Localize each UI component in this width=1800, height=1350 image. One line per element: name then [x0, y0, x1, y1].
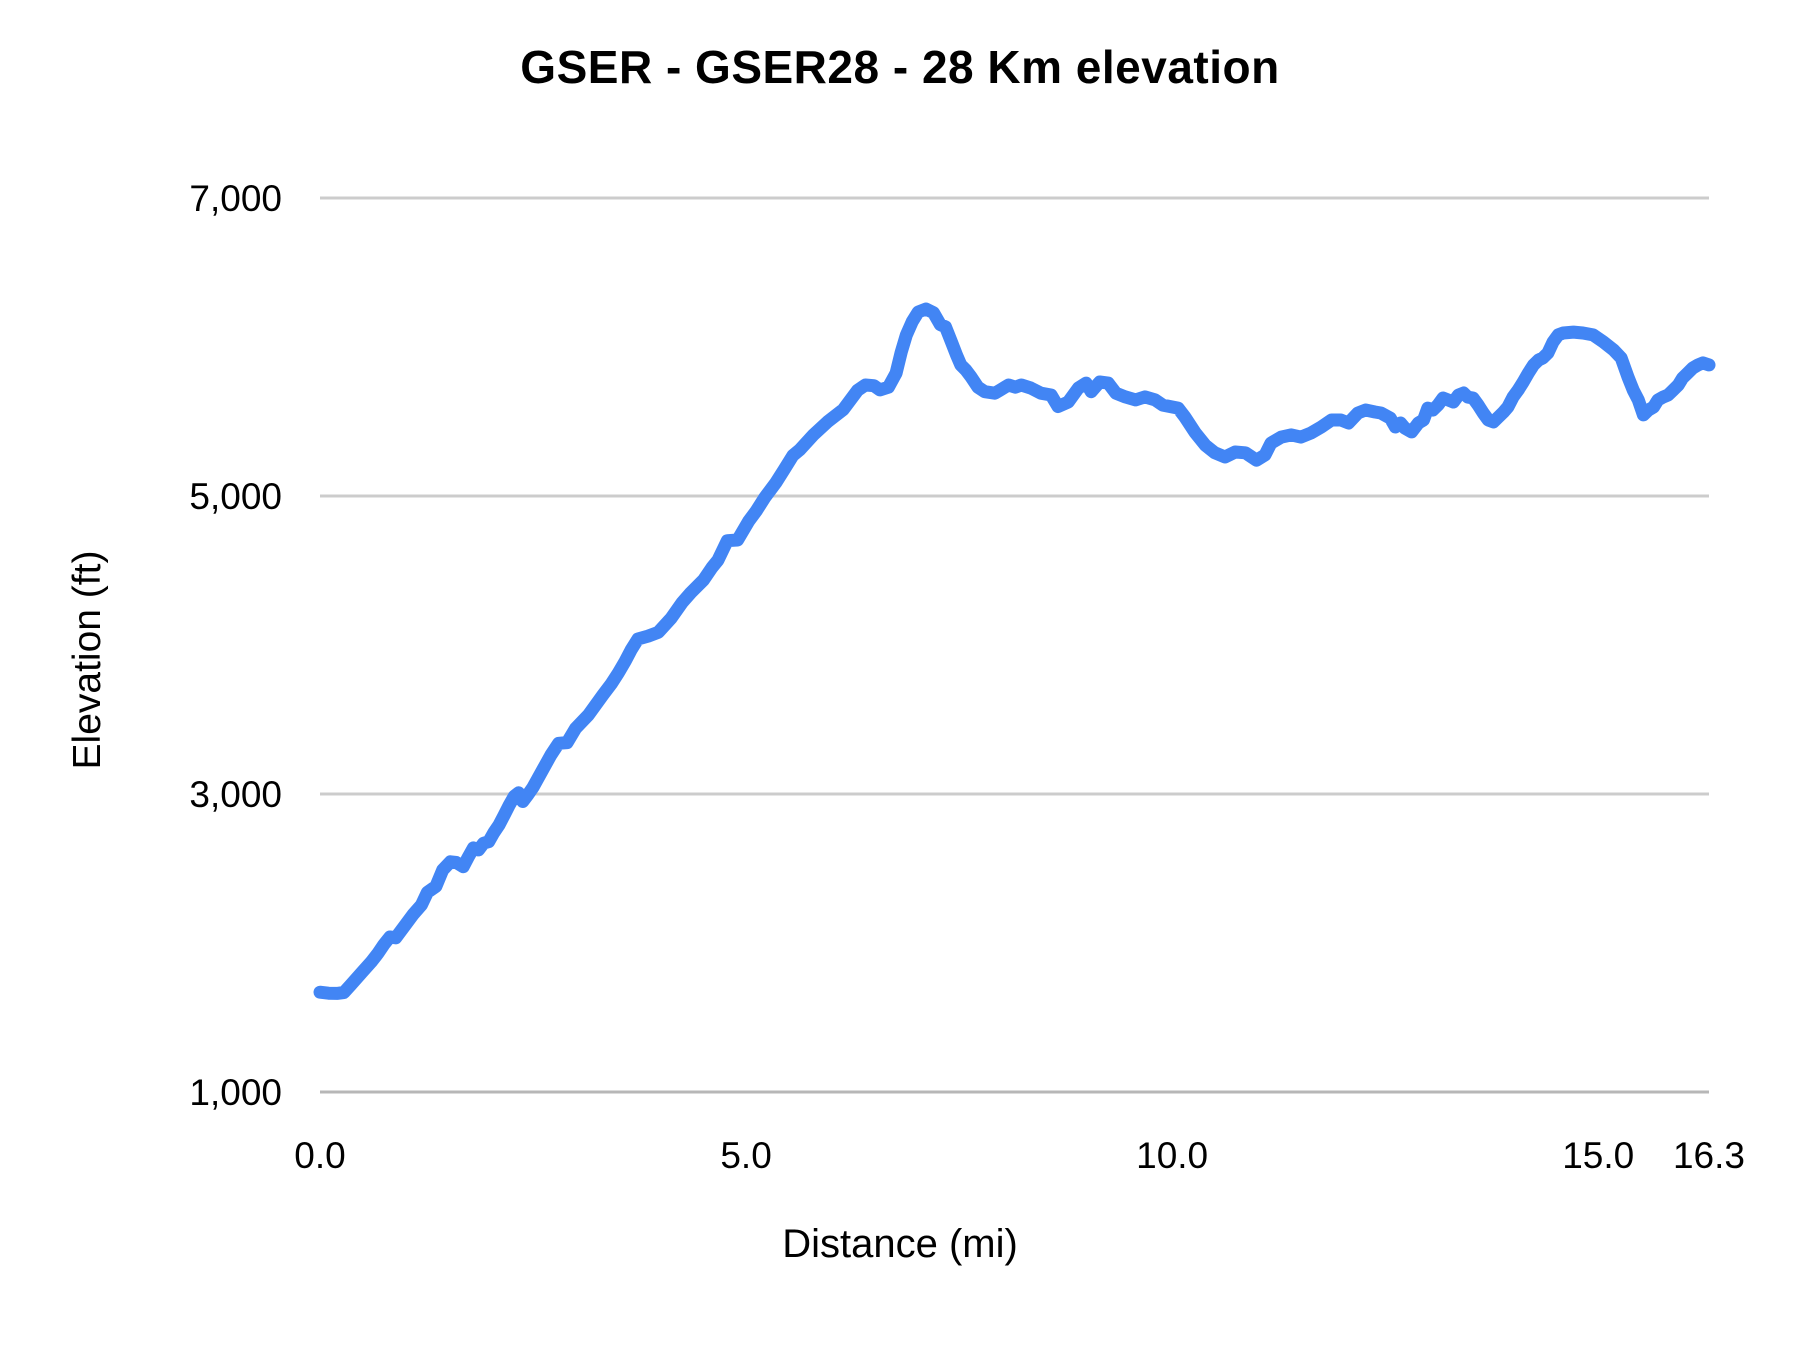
elevation-line [313, 302, 1716, 1000]
y-tick-labels: 1,000 3,000 5,000 7,000 [189, 178, 282, 1113]
x-tick-label-15.0: 15.0 [1562, 1135, 1634, 1176]
gridlines [320, 196, 1709, 1094]
x-tick-label-10.0: 10.0 [1136, 1135, 1208, 1176]
x-tick-labels: 0.0 5.0 10.0 15.0 16.3 [294, 1135, 1745, 1176]
x-tick-label-0.0: 0.0 [294, 1135, 345, 1176]
y-tick-label-5000: 5,000 [189, 476, 282, 517]
x-tick-label-16.3: 16.3 [1673, 1135, 1745, 1176]
y-tick-label-1000: 1,000 [189, 1072, 282, 1113]
y-tick-label-7000: 7,000 [189, 178, 282, 219]
x-tick-label-5.0: 5.0 [720, 1135, 771, 1176]
y-tick-label-3000: 3,000 [189, 774, 282, 815]
x-axis-title: Distance (mi) [782, 1222, 1018, 1266]
chart-title: GSER - GSER28 - 28 Km elevation [520, 41, 1280, 93]
